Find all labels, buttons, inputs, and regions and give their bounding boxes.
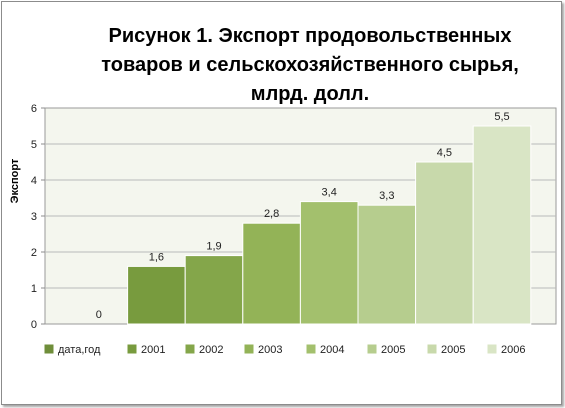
y-tick-label: 4 bbox=[31, 175, 37, 187]
chart-title-line-2: товаров и сельскохозяйственного сырья, bbox=[101, 54, 519, 76]
legend-label: 2005 bbox=[441, 344, 465, 356]
y-tick-label: 5 bbox=[31, 139, 37, 151]
data-label: 2,8 bbox=[264, 208, 279, 220]
legend-label: 2003 bbox=[258, 344, 282, 356]
bar bbox=[472, 125, 532, 325]
legend-swatch bbox=[367, 344, 377, 354]
bar bbox=[242, 222, 301, 325]
data-label: 3,4 bbox=[322, 187, 337, 199]
legend-label: 2002 bbox=[199, 344, 223, 356]
legend-label: 2004 bbox=[320, 344, 344, 356]
y-tick-label: 0 bbox=[31, 319, 37, 331]
bar bbox=[127, 265, 186, 325]
data-label: 3,3 bbox=[379, 190, 394, 202]
legend-swatch bbox=[44, 344, 54, 354]
y-tick-label: 6 bbox=[31, 103, 37, 115]
chart-title-line-3: млрд. долл. bbox=[250, 83, 370, 105]
legend-swatch bbox=[306, 344, 316, 354]
legend-swatch bbox=[127, 344, 137, 354]
bar bbox=[357, 204, 417, 325]
legend-label: дата,год bbox=[58, 344, 101, 356]
legend-swatch bbox=[185, 344, 195, 354]
y-tick-label: 2 bbox=[31, 247, 37, 259]
chart-title: Рисунок 1. Экспорт продовольственных тов… bbox=[60, 22, 560, 109]
legend-label: 2001 bbox=[141, 344, 165, 356]
data-label: 0 bbox=[96, 309, 102, 321]
bar bbox=[415, 161, 474, 325]
legend-swatch bbox=[487, 344, 497, 354]
data-label: 4,5 bbox=[437, 147, 452, 159]
bar bbox=[299, 201, 359, 325]
data-label: 1,6 bbox=[149, 251, 164, 263]
y-tick-label: 3 bbox=[31, 211, 37, 223]
legend-swatch bbox=[427, 344, 437, 354]
bar bbox=[184, 255, 244, 325]
y-tick-label: 1 bbox=[31, 283, 37, 295]
legend-label: 2005 bbox=[381, 344, 405, 356]
data-label: 1,9 bbox=[206, 241, 221, 253]
chart-title-line-1: Рисунок 1. Экспорт продовольственных bbox=[108, 25, 512, 47]
data-label: 5,5 bbox=[494, 111, 509, 123]
legend-label: 2006 bbox=[501, 344, 525, 356]
legend-swatch bbox=[244, 344, 254, 354]
